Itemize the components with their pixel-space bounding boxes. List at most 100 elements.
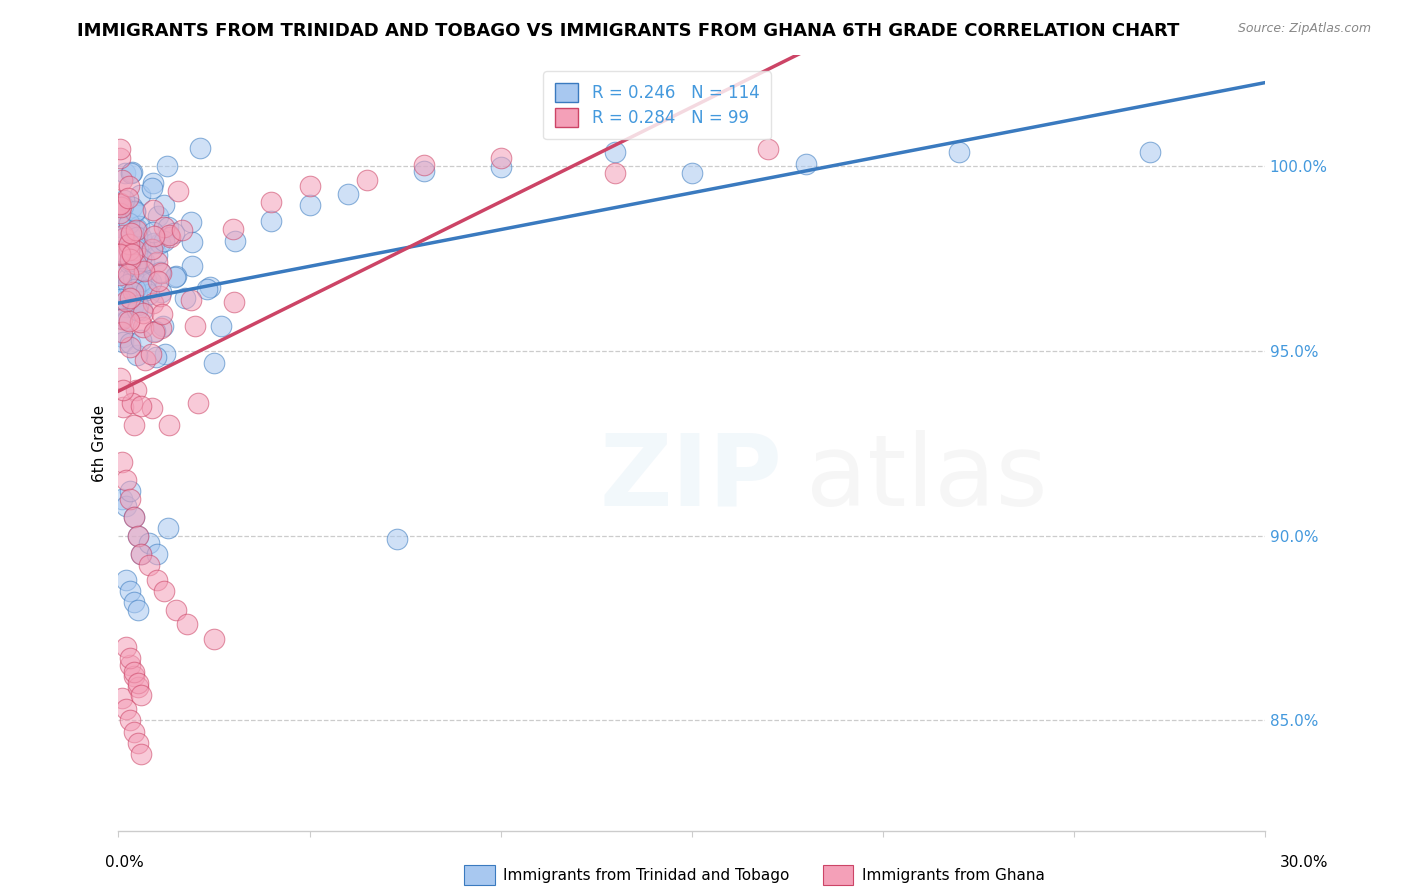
Point	[115, 499, 138, 513]
Point	[112, 400, 135, 414]
Point	[118, 254, 141, 268]
Point	[180, 235, 202, 249]
Text: atlas: atlas	[806, 430, 1047, 526]
Point	[122, 724, 145, 739]
Point	[117, 270, 139, 285]
Point	[124, 243, 146, 257]
Point	[110, 172, 132, 186]
Point	[127, 676, 149, 690]
Point	[111, 330, 134, 344]
Point	[356, 173, 378, 187]
Point	[117, 243, 139, 257]
Point	[188, 140, 211, 154]
Point	[413, 158, 436, 172]
Point	[121, 201, 143, 215]
Point	[121, 396, 143, 410]
Point	[145, 350, 167, 364]
Point	[134, 352, 156, 367]
Point	[202, 632, 225, 646]
Point	[489, 151, 512, 165]
Point	[118, 178, 141, 193]
Point	[121, 270, 143, 285]
Point	[142, 296, 165, 310]
Point	[111, 491, 134, 506]
Point	[163, 269, 186, 284]
Point	[118, 229, 141, 244]
Point	[138, 287, 160, 301]
Point	[125, 223, 148, 237]
Point	[183, 318, 205, 333]
Point	[110, 246, 132, 260]
Point	[152, 318, 174, 333]
Point	[125, 257, 148, 271]
Point	[112, 383, 135, 397]
Point	[141, 401, 163, 415]
Point	[127, 680, 149, 694]
Point	[157, 227, 180, 242]
Point	[174, 291, 197, 305]
Point	[139, 347, 162, 361]
Point	[198, 279, 221, 293]
Point	[129, 314, 152, 328]
Point	[142, 202, 165, 217]
Point	[110, 210, 132, 224]
Point	[110, 292, 132, 306]
Point	[187, 396, 209, 410]
Point	[110, 265, 132, 279]
Point	[131, 688, 153, 702]
Point	[157, 521, 180, 535]
Point	[110, 196, 132, 211]
Point	[114, 293, 136, 308]
Point	[135, 273, 157, 287]
Point	[336, 186, 359, 201]
Legend: R = 0.246   N = 114, R = 0.284   N = 99: R = 0.246 N = 114, R = 0.284 N = 99	[543, 71, 770, 139]
Point	[127, 298, 149, 312]
Point	[124, 282, 146, 296]
Point	[120, 291, 142, 305]
Point	[114, 290, 136, 304]
Point	[149, 285, 172, 299]
Point	[125, 258, 148, 272]
Point	[110, 310, 132, 325]
Point	[110, 197, 132, 211]
Point	[117, 191, 139, 205]
Point	[122, 510, 145, 524]
Point	[127, 222, 149, 236]
Point	[127, 736, 149, 750]
Point	[260, 194, 283, 209]
Point	[122, 665, 145, 680]
Point	[125, 383, 148, 397]
Text: IMMIGRANTS FROM TRINIDAD AND TOBAGO VS IMMIGRANTS FROM GHANA 6TH GRADE CORRELATI: IMMIGRANTS FROM TRINIDAD AND TOBAGO VS I…	[77, 22, 1180, 40]
Point	[180, 259, 202, 273]
Point	[120, 252, 142, 267]
Point	[794, 157, 817, 171]
Point	[153, 347, 176, 361]
Point	[118, 340, 141, 354]
Point	[110, 285, 132, 300]
Point	[163, 226, 186, 240]
Point	[120, 166, 142, 180]
Text: 0.0%: 0.0%	[105, 855, 145, 870]
Point	[111, 691, 134, 706]
Point	[110, 371, 132, 385]
Point	[134, 254, 156, 268]
Point	[387, 533, 409, 547]
Point	[125, 303, 148, 318]
Point	[122, 669, 145, 683]
Point	[121, 246, 143, 260]
Point	[118, 650, 141, 665]
Point	[170, 223, 193, 237]
Point	[110, 244, 132, 259]
Point	[224, 234, 246, 248]
Text: Source: ZipAtlas.com: Source: ZipAtlas.com	[1237, 22, 1371, 36]
Point	[115, 313, 138, 327]
Point	[142, 176, 165, 190]
Point	[112, 227, 135, 242]
Point	[132, 319, 155, 334]
Point	[138, 536, 160, 550]
Point	[124, 204, 146, 219]
Point	[127, 239, 149, 253]
Point	[127, 528, 149, 542]
Point	[222, 222, 245, 236]
Point	[150, 320, 173, 334]
